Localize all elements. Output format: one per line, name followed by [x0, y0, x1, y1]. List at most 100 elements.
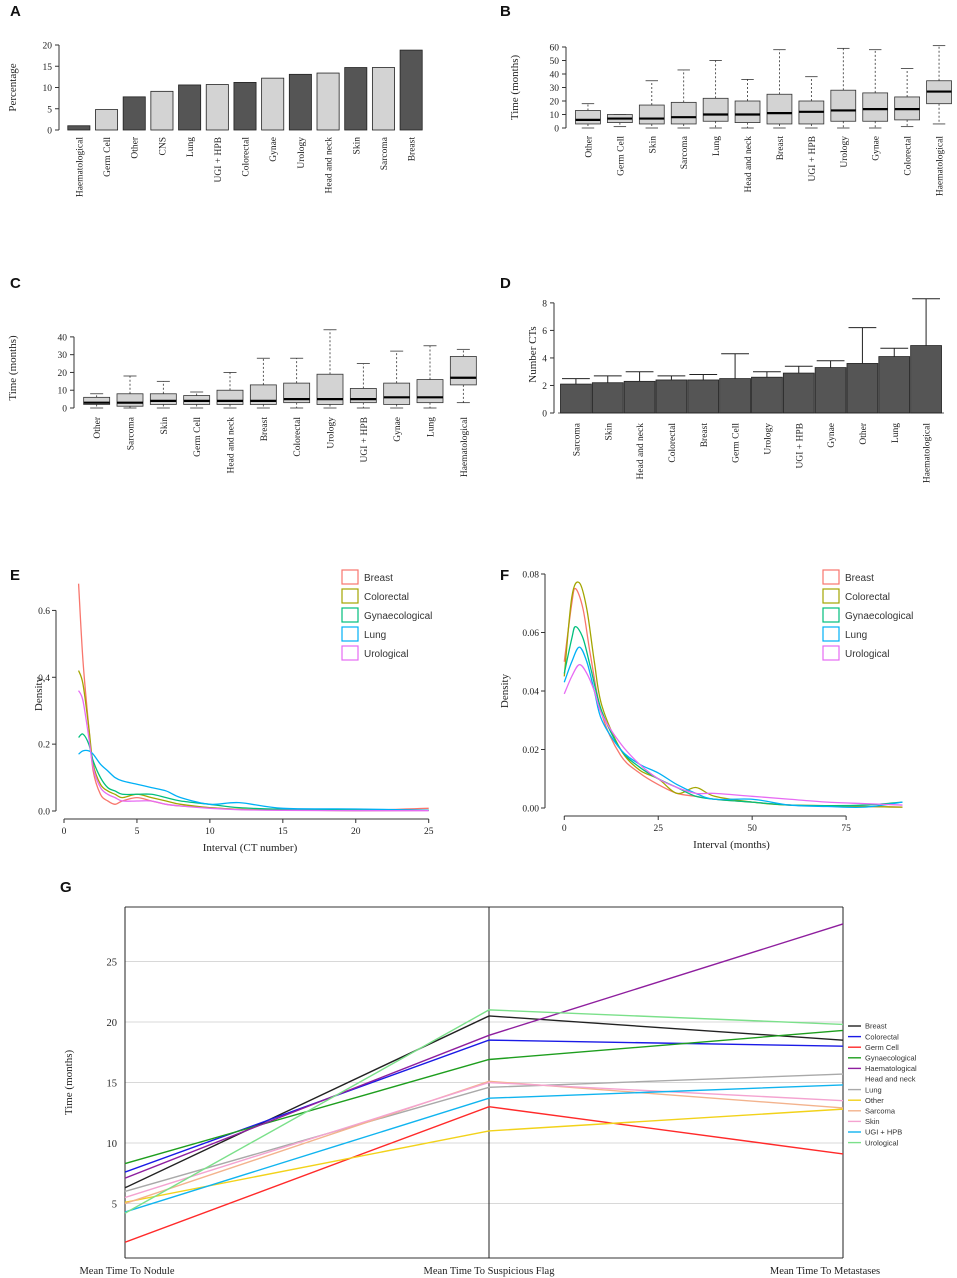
- bar-other: [846, 363, 879, 414]
- legend-swatch: [822, 626, 840, 642]
- box-colorectal: [283, 357, 311, 409]
- x-tick-label: Head and neck: [227, 417, 237, 474]
- y-tick-label: 20: [43, 42, 53, 52]
- box-breast: [766, 49, 793, 129]
- box-urology: [316, 329, 344, 409]
- y-tick-label: 50: [550, 57, 560, 67]
- bar-haematological: [67, 125, 91, 131]
- x-category-label: Mean Time To Metastases: [770, 1266, 880, 1277]
- box-iqr: [116, 393, 144, 407]
- box-germ-cell: [607, 114, 633, 128]
- box-sarcoma: [116, 375, 144, 409]
- y-tick-label: 20: [550, 98, 560, 108]
- box-iqr: [416, 379, 444, 404]
- bar-gynae: [814, 367, 847, 414]
- x-tick-label: Gynae: [269, 137, 279, 162]
- legend-label: Urological: [845, 649, 889, 660]
- box-breast: [249, 357, 277, 409]
- legend-label: UGI + HPB: [865, 1128, 902, 1137]
- box-skin: [638, 80, 665, 129]
- panel-letter-F: F: [500, 567, 509, 584]
- panel-C: 0 10 20 30 40 Time (months) Other Sarcoma Skin Ge…: [7, 329, 477, 477]
- legend-label: Skin: [865, 1117, 880, 1126]
- y-tick-label: 10: [107, 1139, 118, 1150]
- y-tick-label: 0.00: [522, 805, 539, 815]
- x-tick-label: Breast: [700, 423, 710, 448]
- legend-swatch: [341, 569, 359, 585]
- x-tick-label: 0: [62, 827, 67, 837]
- y-tick-label: 40: [550, 71, 560, 81]
- panel-D: 0 2 4 6 8 Number CTs Sarcoma Skin Head and neck C…: [527, 298, 944, 484]
- y-axis-label: Density: [33, 676, 45, 711]
- legend-swatch: [341, 588, 359, 604]
- box-iqr: [734, 100, 761, 124]
- bar-skin: [344, 67, 368, 131]
- x-tick-label: Lung: [712, 136, 722, 156]
- x-tick-label: UGI + HPB: [795, 423, 805, 468]
- bar-colorectal: [233, 82, 257, 131]
- legend-swatch: [822, 607, 840, 623]
- x-tick-label: Haematological: [936, 136, 946, 197]
- series-line-other: [124, 1108, 844, 1204]
- x-tick-label: Colorectal: [904, 136, 914, 176]
- box-colorectal: [894, 68, 920, 128]
- legend-swatch: [341, 645, 359, 661]
- series-line-colorectal: [124, 1039, 844, 1173]
- box-iqr: [702, 97, 729, 122]
- x-tick-label: Urology: [840, 136, 850, 168]
- panel-F: 0.00 0.02 0.04 0.06 0.08 0 25 50 75 Interval (mon…: [499, 569, 913, 851]
- panel-letter-E: E: [10, 567, 20, 584]
- box-iqr: [830, 89, 857, 122]
- x-axis-label: Interval (months): [693, 839, 770, 851]
- legend-label: Lung: [364, 630, 386, 641]
- x-tick-label: Colorectal: [293, 417, 303, 457]
- x-category-label: Mean Time To Suspicious Flag: [424, 1266, 556, 1277]
- x-tick-label: Head and neck: [325, 137, 335, 194]
- box-iqr: [575, 110, 601, 125]
- x-tick-label: Germ Cell: [732, 423, 742, 463]
- x-tick-label: Gynae: [827, 423, 837, 448]
- legend-label: Colorectal: [364, 592, 409, 603]
- box-other: [575, 103, 601, 129]
- legend-label: Urological: [364, 649, 408, 660]
- y-tick-label: 10: [43, 84, 53, 94]
- series-line-skin: [124, 1081, 844, 1199]
- density-line-lung: [563, 646, 903, 809]
- x-tick-label: Haematological: [923, 423, 933, 484]
- x-tick-label: Sarcoma: [680, 135, 690, 169]
- x-tick-label: 25: [424, 827, 434, 837]
- x-axis-label: Interval (CT number): [203, 842, 298, 854]
- legend-label: Head and neck: [865, 1075, 916, 1084]
- bar-haematological: [910, 345, 942, 414]
- y-axis-label: Time (months): [509, 55, 521, 121]
- panel-E: 0.0 0.2 0.4 0.6 0 5 10 15 20 25 Interval (CT numbe…: [33, 569, 434, 854]
- x-tick-label: Skin: [604, 423, 614, 441]
- bar-cns: [150, 90, 174, 131]
- x-tick-label: Breast: [260, 417, 270, 442]
- bar-lung: [178, 84, 202, 131]
- y-tick-label: 5: [47, 105, 52, 115]
- box-iqr: [83, 396, 111, 405]
- x-tick-label: Lung: [427, 417, 437, 437]
- box-iqr: [638, 104, 665, 125]
- legend-label: Germ Cell: [865, 1043, 899, 1052]
- y-tick-label: 20: [107, 1018, 118, 1029]
- x-tick-label: Germ Cell: [616, 136, 626, 176]
- x-tick-label: UGI + HPB: [808, 136, 818, 181]
- y-tick-label: 15: [107, 1079, 118, 1090]
- y-axis-label: Percentage: [7, 63, 19, 111]
- panel-G: 5 10 15 20 25 Mean Time To Nodule Mean Time To…: [63, 906, 917, 1277]
- panel-letter-G: G: [60, 879, 72, 896]
- bar-urology: [751, 376, 783, 414]
- x-tick-label: Head and neck: [744, 136, 754, 193]
- x-tick-label: 5: [135, 827, 140, 837]
- y-tick-label: 0: [554, 125, 559, 135]
- panel-A: 0 5 10 15 20 Percentage Haematological Germ Cel…: [7, 42, 423, 197]
- x-tick-label: 25: [653, 824, 663, 834]
- x-tick-label: 75: [841, 824, 851, 834]
- legend-label: Breast: [865, 1022, 888, 1031]
- bar-ugi-hpb: [205, 84, 229, 131]
- box-head-and-neck: [216, 372, 244, 409]
- x-tick-label: CNS: [158, 137, 168, 155]
